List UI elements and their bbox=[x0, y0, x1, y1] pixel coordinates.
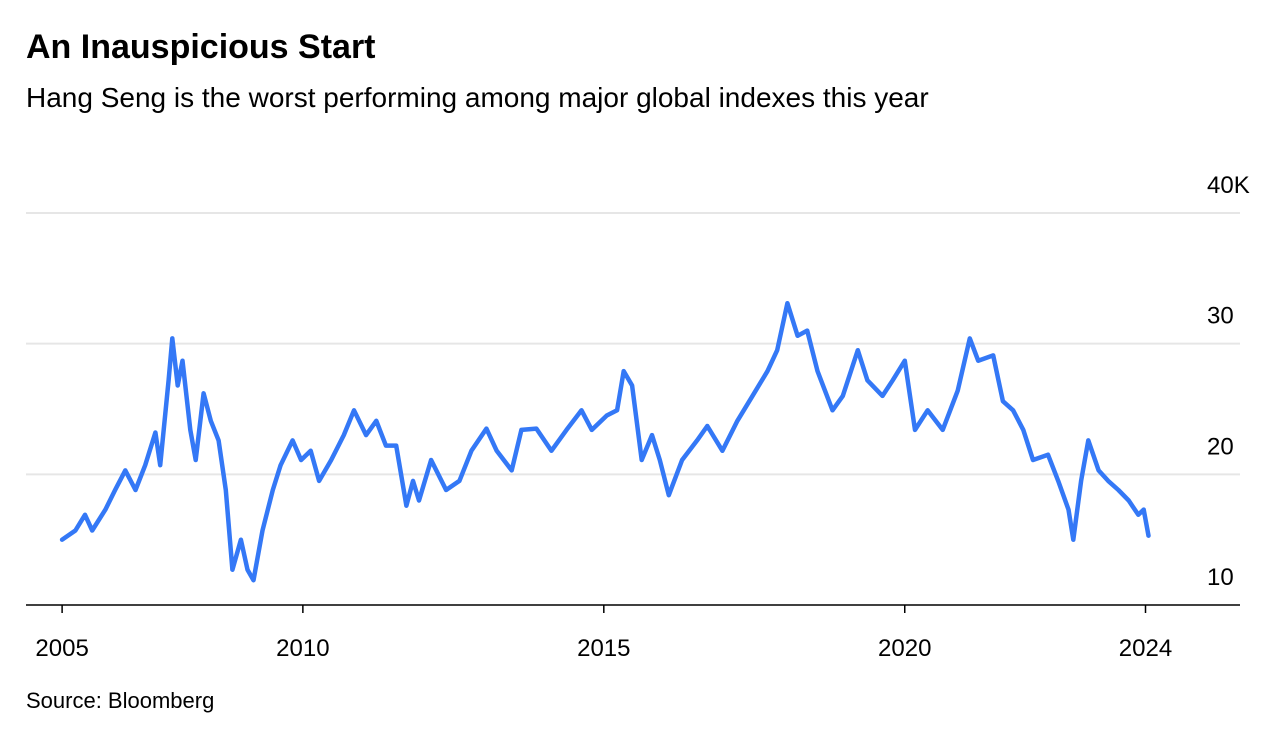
x-tick-label: 2015 bbox=[577, 635, 630, 662]
y-tick-label: 30 bbox=[1207, 303, 1234, 330]
x-tick-label: 2005 bbox=[35, 635, 88, 662]
x-tick-label: 2010 bbox=[276, 635, 329, 662]
x-tick-label: 2024 bbox=[1119, 635, 1172, 662]
y-tick-label: 40K bbox=[1207, 172, 1250, 199]
x-tick-label: 2020 bbox=[878, 635, 931, 662]
data-line bbox=[59, 300, 1151, 583]
chart-title: An Inauspicious Start bbox=[26, 28, 376, 66]
source-note: Source: Bloomberg bbox=[26, 688, 214, 713]
y-tick-label: 20 bbox=[1207, 433, 1234, 460]
y-tick-label: 10 bbox=[1207, 564, 1234, 591]
chart-subtitle: Hang Seng is the worst performing among … bbox=[26, 82, 929, 113]
